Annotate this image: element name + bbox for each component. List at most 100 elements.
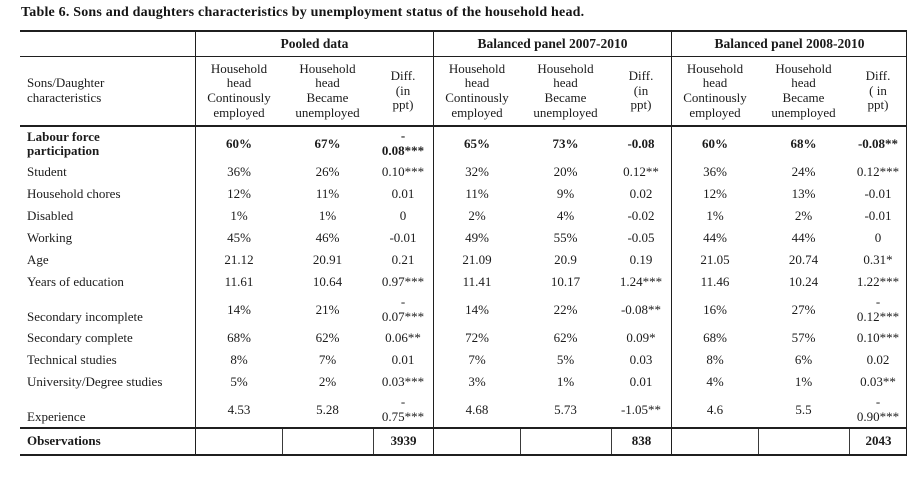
cell-value: 0.02: [629, 185, 653, 201]
cell-value: 72%: [433, 327, 520, 349]
cell-value: 3939: [373, 429, 433, 454]
cell-value: 4.53: [195, 393, 282, 427]
row-label: Student: [27, 163, 67, 179]
corner-cell: [20, 32, 195, 56]
row-label: Labour force participation: [27, 128, 100, 159]
cell-value: 5.28: [316, 401, 339, 417]
cell-value: 6%: [794, 351, 813, 367]
cell-value: 0.03**: [860, 373, 896, 389]
cell-value: 0.19: [629, 251, 653, 267]
table-row: Household chores 12% 11% 0.01 11% 9% 0.02 12% 13…: [20, 183, 906, 205]
cell-value: 10.64: [312, 273, 343, 289]
table-row: Secondary incomplete 14% 21% - 0.07*** 14% 22…: [20, 293, 906, 327]
cell-value: 67%: [314, 135, 341, 151]
cell-value: 8%: [195, 349, 282, 371]
cell-value: - 0.08***: [381, 128, 425, 158]
cell-value: 1.24***: [619, 273, 663, 289]
cell-value: 1%: [671, 205, 758, 227]
group-header-row: Pooled data Balanced panel 2007-2010 Bal…: [20, 32, 906, 57]
cell-value: 57%: [791, 329, 816, 345]
cell-value: 21.12: [195, 249, 282, 271]
cell-value: [195, 429, 282, 454]
cell-value: 10.17: [550, 273, 581, 289]
cell-value: 49%: [433, 227, 520, 249]
row-label: Observations: [27, 433, 101, 449]
row-label: Age: [27, 251, 49, 267]
column-header-g0-c2: Diff. (in ppt): [390, 68, 416, 113]
cell-value: 11%: [433, 183, 520, 205]
table-row: Age 21.12 20.91 0.21 21.09 20.9 0.19 21.05 20.74…: [20, 249, 906, 271]
row-label: Working: [27, 229, 73, 245]
cell-value: [433, 429, 520, 454]
cell-value: 4%: [556, 207, 575, 223]
cell-value: 14%: [195, 293, 282, 327]
row-label: University/Degree studies: [27, 373, 163, 389]
cell-value: 21%: [315, 301, 340, 317]
group-header-balanced-2007-2010: Balanced panel 2007-2010: [433, 32, 671, 56]
observations-row: Observations 3939 838 2043: [20, 427, 906, 454]
cell-value: 20.91: [312, 251, 343, 267]
table-row: Secondary complete 68% 62% 0.06** 72% 62% 0.09…: [20, 327, 906, 349]
cell-value: 14%: [433, 293, 520, 327]
cell-value: 44%: [791, 229, 816, 245]
cell-value: 0.12**: [623, 163, 659, 179]
cell-value: 7%: [318, 351, 337, 367]
cell-value: 10.24: [788, 273, 819, 289]
cell-value: 0.01: [391, 351, 415, 367]
cell-value: -0.02: [627, 207, 655, 223]
cell-value: 0.10***: [856, 329, 900, 345]
cell-value: 11.46: [671, 271, 758, 293]
row-label: Years of education: [27, 273, 124, 289]
cell-value: 12%: [671, 183, 758, 205]
column-header-g2-c1: Household head Became unemployed: [771, 60, 836, 120]
table-row: Disabled 1% 1% 0 2% 4% -0.02 1% 2% -0.01: [20, 205, 906, 227]
cell-value: 1%: [556, 373, 575, 389]
cell-value: 11%: [315, 185, 340, 201]
table-row: Labour force participation 60% 67% - 0.08**…: [20, 127, 906, 161]
cell-value: 21.09: [433, 249, 520, 271]
cell-value: 46%: [315, 229, 340, 245]
cell-value: -0.08: [627, 135, 655, 151]
cell-value: 1%: [318, 207, 337, 223]
cell-value: 0.01: [629, 373, 653, 389]
table-body: Labour force participation 60% 67% - 0.08**…: [20, 127, 906, 454]
row-label: Household chores: [27, 185, 121, 201]
column-header-g0-c1: Household head Became unemployed: [295, 60, 360, 120]
cell-value: 0.01: [391, 185, 415, 201]
cell-value: -0.01: [864, 185, 892, 201]
cell-value: 0.12***: [856, 163, 900, 179]
cell-value: 60%: [671, 127, 758, 161]
row-label: Disabled: [27, 207, 74, 223]
table-row: Years of education 11.61 10.64 0.97*** 11.41…: [20, 271, 906, 293]
group-header-balanced-2008-2010: Balanced panel 2008-2010: [671, 32, 907, 56]
cell-value: 0.21: [391, 251, 415, 267]
table-title: Table 6. Sons and daughters characterist…: [21, 5, 585, 20]
cell-value: 32%: [433, 161, 520, 183]
cell-value: 68%: [195, 327, 282, 349]
column-header-g2-c2: Diff. ( in ppt): [865, 68, 891, 113]
table-row: Technical studies 8% 7% 0.01 7% 5% 0.03 8% 6% 0.0…: [20, 349, 906, 371]
cell-value: [758, 429, 849, 454]
cell-value: 2%: [794, 207, 813, 223]
cell-value: 45%: [195, 227, 282, 249]
cell-value: 26%: [315, 163, 340, 179]
cell-value: 16%: [671, 293, 758, 327]
cell-value: 0.06**: [385, 329, 421, 345]
cell-value: 0.97***: [381, 273, 425, 289]
cell-value: 55%: [553, 229, 578, 245]
column-header-g2-c0: Household head Continously employed: [671, 57, 758, 125]
cell-value: 27%: [791, 301, 816, 317]
cell-value: 838: [611, 429, 671, 454]
cell-value: 8%: [671, 349, 758, 371]
cell-value: 0.31*: [863, 251, 893, 267]
cell-value: 44%: [671, 227, 758, 249]
cell-value: 3%: [433, 371, 520, 393]
cell-value: 2043: [849, 429, 907, 454]
characteristics-table: Pooled data Balanced panel 2007-2010 Bal…: [20, 30, 907, 456]
row-label: Secondary incomplete: [27, 309, 143, 325]
column-header-g1-c0: Household head Continously employed: [433, 57, 520, 125]
cell-value: 68%: [671, 327, 758, 349]
cell-value: - 0.90***: [856, 394, 900, 424]
column-header-g1-c1: Household head Became unemployed: [533, 60, 598, 120]
cell-value: 1.22***: [856, 273, 900, 289]
